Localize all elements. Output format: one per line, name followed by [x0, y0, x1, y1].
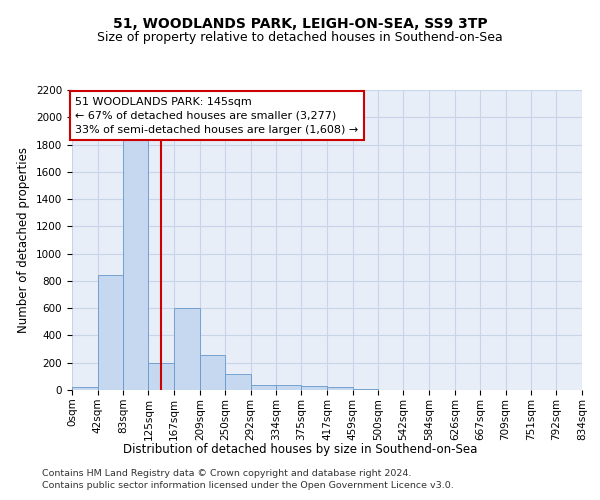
- Bar: [225, 374, 251, 390]
- Bar: [200, 355, 225, 390]
- Bar: [327, 388, 353, 390]
- Bar: [148, 362, 174, 390]
- Bar: [174, 308, 200, 390]
- Text: Contains public sector information licensed under the Open Government Licence v3: Contains public sector information licen…: [42, 481, 454, 490]
- Bar: [72, 386, 98, 390]
- Bar: [276, 385, 301, 390]
- Bar: [251, 384, 276, 390]
- Text: 51 WOODLANDS PARK: 145sqm
← 67% of detached houses are smaller (3,277)
33% of se: 51 WOODLANDS PARK: 145sqm ← 67% of detac…: [75, 97, 358, 135]
- Text: Contains HM Land Registry data © Crown copyright and database right 2024.: Contains HM Land Registry data © Crown c…: [42, 468, 412, 477]
- Y-axis label: Number of detached properties: Number of detached properties: [17, 147, 31, 333]
- Bar: [301, 386, 327, 390]
- Text: 51, WOODLANDS PARK, LEIGH-ON-SEA, SS9 3TP: 51, WOODLANDS PARK, LEIGH-ON-SEA, SS9 3T…: [113, 18, 487, 32]
- Text: Distribution of detached houses by size in Southend-on-Sea: Distribution of detached houses by size …: [123, 442, 477, 456]
- Text: Size of property relative to detached houses in Southend-on-Sea: Size of property relative to detached ho…: [97, 31, 503, 44]
- Bar: [98, 276, 123, 390]
- Bar: [123, 135, 148, 390]
